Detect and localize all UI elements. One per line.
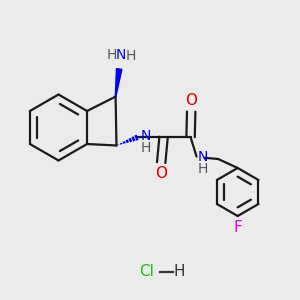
Text: N: N	[198, 150, 208, 164]
Polygon shape	[115, 69, 122, 97]
Text: H: H	[174, 264, 185, 279]
Text: Cl: Cl	[140, 264, 154, 279]
Text: H: H	[106, 48, 117, 62]
Text: N: N	[140, 130, 151, 143]
Text: H: H	[197, 162, 208, 176]
Text: O: O	[185, 93, 197, 108]
Text: H: H	[126, 49, 136, 63]
Text: H: H	[141, 141, 152, 154]
Text: O: O	[155, 167, 167, 182]
Text: N: N	[116, 48, 126, 62]
Text: F: F	[233, 220, 242, 236]
